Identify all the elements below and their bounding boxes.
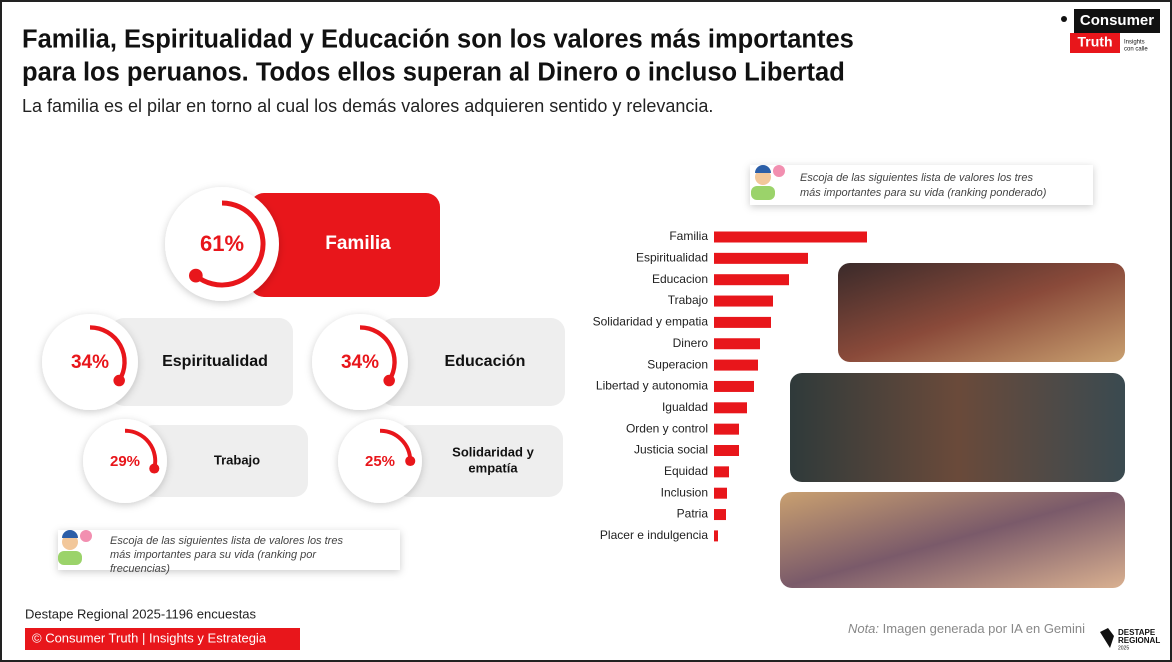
bar xyxy=(714,359,758,371)
note-text: más importantes para su vida (ranking po… xyxy=(110,549,317,561)
copyright-bar xyxy=(25,628,300,650)
bar-label: Superacion xyxy=(647,357,708,371)
bar xyxy=(714,466,729,478)
brand-text: DESTAPE xyxy=(1118,628,1156,637)
bar-label: Libertad y autonomia xyxy=(596,379,708,393)
bar xyxy=(714,445,739,456)
bar-label: Igualdad xyxy=(662,400,708,414)
brand-text: 2025 xyxy=(1118,645,1129,651)
card-label: Educación xyxy=(445,353,526,370)
logo-tagline: con calle xyxy=(1124,47,1148,53)
photos xyxy=(780,263,1125,588)
logo-box xyxy=(1070,33,1120,53)
note-prefix: Nota: xyxy=(848,621,879,636)
bar xyxy=(714,423,739,435)
note-box xyxy=(750,165,1093,205)
logo-dot xyxy=(1061,16,1067,22)
bar xyxy=(714,338,760,350)
bar-label: Inclusion xyxy=(661,485,708,499)
source: Destape Regional 2025-1196 encuestas xyxy=(25,606,257,621)
ring-dot xyxy=(189,268,203,283)
bar xyxy=(714,487,727,499)
note-text: frecuencias) xyxy=(110,563,170,575)
bar-label: Orden y control xyxy=(626,421,708,435)
logo-box xyxy=(1074,9,1160,33)
image-note: Nota: Imagen generada por IA en Gemini xyxy=(848,621,1085,636)
card-value: 29% xyxy=(110,453,140,470)
note-text: más importantes para su vida (ranking po… xyxy=(800,187,1047,199)
bar-label: Trabajo xyxy=(668,293,709,307)
logo: Consumer Truth Insights con calle xyxy=(1061,9,1160,53)
copyright: © Consumer Truth | Insights y Estrategia xyxy=(32,630,267,645)
bar-label: Educacion xyxy=(652,272,708,286)
logo-text: Consumer xyxy=(1080,12,1154,29)
note-box xyxy=(58,530,400,570)
bar xyxy=(714,530,718,542)
subtitle: La familia es el pilar en torno al cual … xyxy=(22,96,713,116)
note-text: Imagen generada por IA en Gemini xyxy=(879,621,1085,636)
bar-label: Equidad xyxy=(664,464,708,478)
card-bg xyxy=(395,425,563,497)
card-label: Familia xyxy=(325,233,391,254)
ring-dot xyxy=(113,374,125,387)
note-text: Escoja de las siguientes lista de valore… xyxy=(800,172,1033,184)
photo xyxy=(780,492,1125,588)
bar-label: Dinero xyxy=(673,336,709,350)
card-value: 61% xyxy=(200,231,244,256)
bar-label: Familia xyxy=(669,229,708,243)
person-icon xyxy=(751,165,785,200)
photo xyxy=(838,263,1125,362)
ring-dot xyxy=(383,374,395,387)
bar xyxy=(714,402,747,414)
card-value: 25% xyxy=(365,453,395,470)
card-label: Trabajo xyxy=(214,452,260,467)
bar-label: Placer e indulgencia xyxy=(600,528,708,542)
bar xyxy=(714,509,726,521)
brand-text: REGIONAL xyxy=(1118,636,1160,645)
bar xyxy=(714,231,867,243)
brand-icon xyxy=(1100,628,1114,648)
person-icon xyxy=(58,530,92,565)
photo xyxy=(790,373,1125,482)
bar xyxy=(714,274,789,286)
logo-text: Truth xyxy=(1078,34,1113,50)
note-text: Escoja de las siguientes lista de valore… xyxy=(110,535,343,547)
bar-label: Solidaridad y empatia xyxy=(593,315,709,329)
card-bg xyxy=(110,318,293,406)
brand: DESTAPE REGIONAL 2025 xyxy=(1100,628,1160,651)
card-bg xyxy=(250,193,440,297)
title-line: para los peruanos. Todos ellos superan a… xyxy=(22,59,845,87)
bar-label: Justicia social xyxy=(634,443,708,457)
title-line: Familia, Espiritualidad y Educación son … xyxy=(22,26,854,54)
card-value: 34% xyxy=(341,352,379,373)
bar xyxy=(714,252,808,264)
card-bg xyxy=(380,318,565,406)
bar-label: Espiritualidad xyxy=(636,251,708,265)
card-bg xyxy=(140,425,308,497)
logo-tagline: Insights xyxy=(1124,40,1145,46)
ring-arc xyxy=(124,428,158,470)
card-label: empatía xyxy=(468,460,518,475)
card-label: Espiritualidad xyxy=(162,353,268,370)
ring-dot xyxy=(405,455,416,467)
notes xyxy=(58,165,1093,570)
ring-dot xyxy=(149,463,160,474)
card-label: Solidaridad y xyxy=(452,444,534,459)
bar-label: Patria xyxy=(677,507,709,521)
bar xyxy=(714,295,773,307)
bar xyxy=(714,316,771,328)
ring-arc xyxy=(89,325,127,382)
ring-arc xyxy=(194,200,266,288)
card-value: 34% xyxy=(71,352,109,373)
ring-arc xyxy=(359,325,397,382)
bar xyxy=(714,380,754,392)
